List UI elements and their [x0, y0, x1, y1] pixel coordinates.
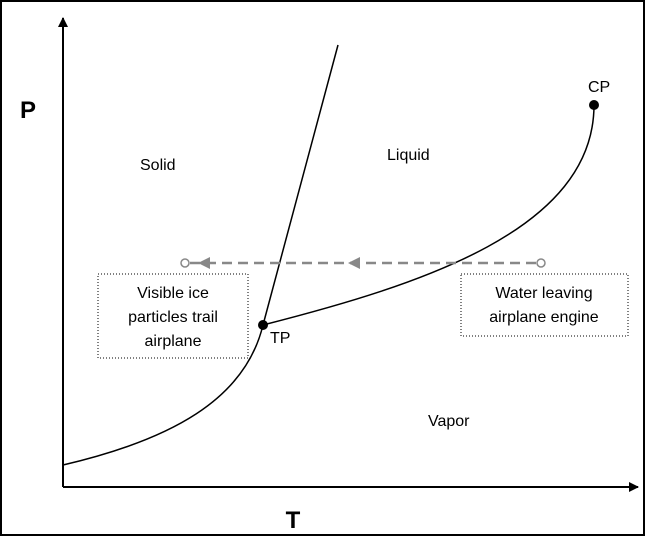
sublimation-curve: [62, 324, 264, 466]
text-box: [460, 273, 629, 337]
triple-point-label: TP: [270, 330, 290, 347]
melting-curve: [262, 44, 339, 326]
box-text: Water leaving: [495, 285, 592, 302]
text-box: [97, 273, 249, 359]
region-label: Solid: [140, 157, 176, 174]
start-circle: [536, 258, 546, 268]
box-text: particles trail: [128, 309, 218, 326]
critical-point: [589, 100, 599, 110]
box-text: airplane: [145, 333, 202, 350]
region-label: Vapor: [428, 413, 470, 430]
box-text: Visible ice: [137, 285, 209, 302]
end-circle: [180, 258, 190, 268]
vaporization-curve: [262, 104, 595, 326]
arrow-head: [348, 257, 360, 269]
region-label: Liquid: [387, 147, 430, 164]
x-axis-label: T: [286, 507, 301, 534]
box-text: airplane engine: [489, 309, 599, 326]
arrow-head: [198, 257, 210, 269]
y-axis-label: P: [20, 97, 36, 124]
critical-point-label: CP: [588, 79, 610, 96]
triple-point: [258, 320, 268, 330]
